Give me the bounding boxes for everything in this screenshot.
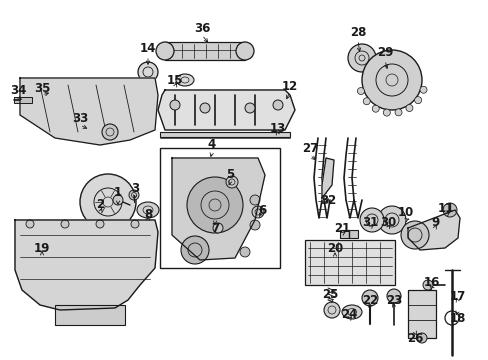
Bar	[14, 97, 32, 103]
Text: 12: 12	[281, 80, 298, 93]
Text: 5: 5	[225, 168, 234, 181]
Circle shape	[405, 104, 412, 112]
Text: 6: 6	[257, 203, 265, 216]
Circle shape	[244, 103, 254, 113]
Circle shape	[170, 100, 180, 110]
Text: 36: 36	[193, 22, 210, 35]
Text: 3: 3	[131, 181, 139, 194]
Circle shape	[131, 220, 139, 228]
Circle shape	[377, 206, 405, 234]
Bar	[407, 290, 435, 338]
Text: 35: 35	[34, 81, 50, 94]
Circle shape	[213, 223, 223, 233]
Circle shape	[386, 289, 400, 303]
Text: 17: 17	[449, 289, 465, 302]
Ellipse shape	[341, 305, 361, 319]
Text: 33: 33	[72, 112, 88, 125]
Polygon shape	[407, 210, 459, 250]
Circle shape	[251, 206, 264, 218]
Text: 4: 4	[207, 139, 216, 152]
Circle shape	[400, 221, 428, 249]
Text: 10: 10	[397, 206, 413, 219]
Circle shape	[156, 42, 174, 60]
Circle shape	[61, 220, 69, 228]
Ellipse shape	[176, 74, 194, 86]
Polygon shape	[15, 220, 158, 310]
Text: 11: 11	[437, 202, 453, 215]
Text: 29: 29	[376, 45, 392, 58]
Circle shape	[347, 44, 375, 72]
Polygon shape	[321, 158, 333, 198]
Text: 27: 27	[301, 141, 318, 154]
Text: 15: 15	[166, 73, 183, 86]
Bar	[305, 240, 394, 285]
Text: 8: 8	[143, 208, 152, 221]
Circle shape	[200, 103, 209, 113]
Text: 1: 1	[114, 185, 122, 198]
Circle shape	[442, 203, 456, 217]
Text: 22: 22	[361, 293, 377, 306]
Circle shape	[324, 302, 339, 318]
Text: 7: 7	[210, 221, 219, 234]
Circle shape	[240, 247, 249, 257]
Circle shape	[249, 195, 260, 205]
Circle shape	[419, 86, 426, 93]
Polygon shape	[172, 158, 264, 260]
Bar	[160, 148, 280, 268]
Polygon shape	[158, 90, 294, 130]
Text: 28: 28	[349, 26, 366, 39]
Circle shape	[80, 174, 136, 230]
Circle shape	[363, 98, 369, 105]
Bar	[160, 132, 289, 137]
Circle shape	[181, 236, 208, 264]
Text: 16: 16	[423, 275, 439, 288]
Text: 18: 18	[449, 311, 465, 324]
Circle shape	[361, 290, 377, 306]
Circle shape	[96, 220, 104, 228]
Text: 34: 34	[10, 84, 26, 96]
Circle shape	[422, 280, 432, 290]
Circle shape	[383, 109, 389, 116]
Text: 13: 13	[269, 122, 285, 135]
Circle shape	[186, 177, 243, 233]
Text: 20: 20	[326, 242, 343, 255]
Circle shape	[225, 176, 238, 188]
Text: 21: 21	[333, 221, 349, 234]
Circle shape	[359, 208, 383, 232]
Text: 30: 30	[379, 216, 395, 229]
Circle shape	[102, 124, 118, 140]
Text: 26: 26	[406, 332, 422, 345]
Circle shape	[371, 105, 379, 112]
Ellipse shape	[137, 202, 159, 218]
Circle shape	[394, 109, 401, 116]
Circle shape	[26, 220, 34, 228]
Text: 31: 31	[361, 216, 377, 229]
Circle shape	[272, 100, 283, 110]
Polygon shape	[20, 78, 158, 145]
Circle shape	[113, 195, 123, 205]
Text: 32: 32	[319, 194, 335, 207]
Bar	[339, 230, 357, 238]
Circle shape	[129, 190, 139, 200]
Circle shape	[414, 96, 421, 104]
Text: 19: 19	[34, 242, 50, 255]
Circle shape	[361, 50, 421, 110]
Text: 14: 14	[140, 41, 156, 54]
Circle shape	[249, 220, 260, 230]
Bar	[55, 305, 125, 325]
Text: 23: 23	[385, 293, 401, 306]
Circle shape	[357, 87, 364, 95]
Text: 2: 2	[96, 198, 104, 211]
Bar	[164, 42, 244, 60]
Text: 25: 25	[321, 288, 338, 302]
Circle shape	[138, 62, 158, 82]
Circle shape	[236, 42, 253, 60]
Circle shape	[416, 333, 426, 343]
Text: 24: 24	[340, 307, 356, 320]
Text: 9: 9	[430, 216, 438, 229]
